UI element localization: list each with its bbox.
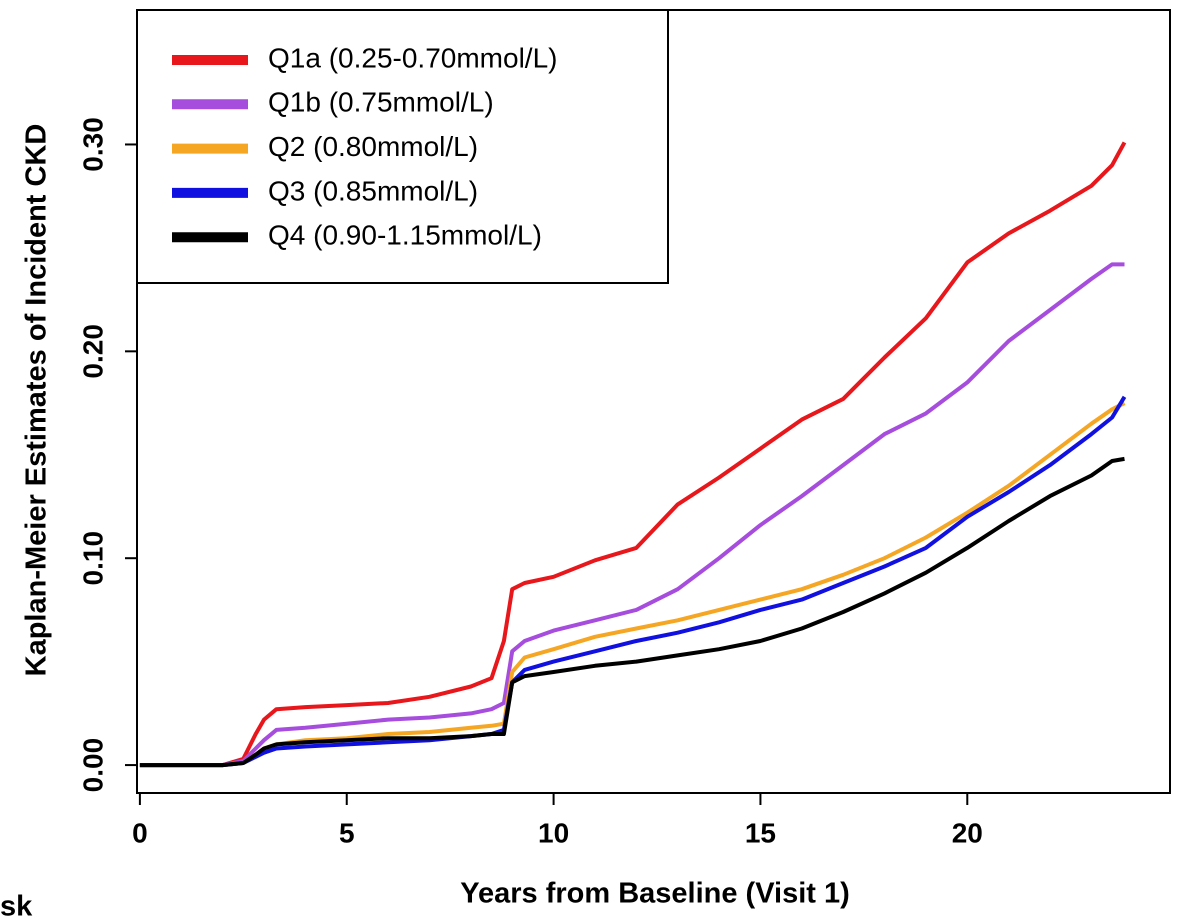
series-line	[139, 262, 1125, 768]
x-tick-label: 15	[745, 817, 776, 848]
series-line	[139, 141, 1127, 768]
y-tick-label: 0.10	[77, 531, 108, 586]
legend-label: Q4 (0.90-1.15mmol/L)	[268, 220, 542, 251]
legend-label: Q1b (0.75mmol/L)	[268, 87, 494, 118]
legend-label: Q1a (0.25-0.70mmol/L)	[268, 42, 557, 73]
x-axis-title: Years from Baseline (Visit 1)	[460, 878, 850, 910]
y-axis-title: Kaplan-Meier Estimates of Incident CKD	[21, 124, 53, 677]
x-tick-label: 5	[339, 817, 355, 848]
annotation: sk	[0, 891, 33, 921]
y-tick-label: 0.30	[77, 117, 108, 172]
series-line	[139, 395, 1127, 768]
x-tick-label: 0	[132, 817, 148, 848]
y-tick-label: 0.00	[77, 738, 108, 793]
series-line	[139, 456, 1125, 768]
y-tick-label: 0.20	[77, 324, 108, 379]
x-tick-label: 10	[538, 817, 569, 848]
series-line	[139, 401, 1126, 768]
legend-label: Q3 (0.85mmol/L)	[268, 175, 478, 206]
x-tick-label: 20	[952, 817, 983, 848]
legend-label: Q2 (0.80mmol/L)	[268, 131, 478, 162]
